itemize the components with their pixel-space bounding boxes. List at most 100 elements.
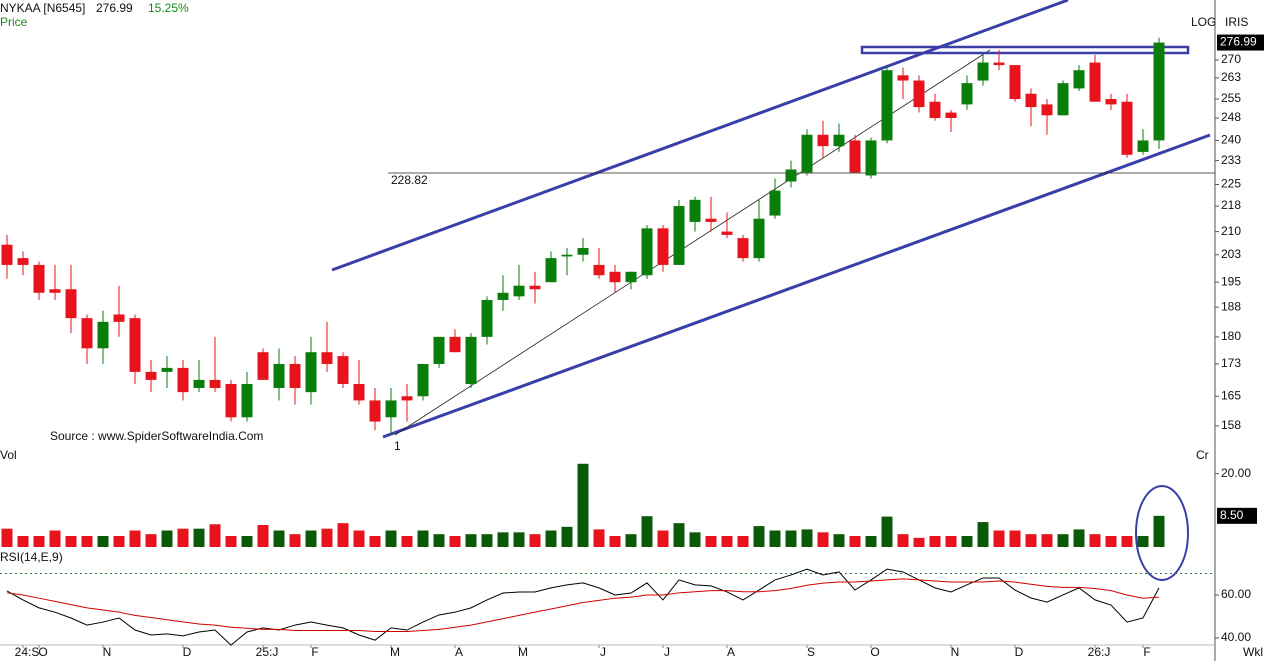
y-tick-label: 225 — [1221, 177, 1241, 191]
x-tick-label: F — [1143, 645, 1150, 659]
y-tick-label: 180 — [1221, 329, 1241, 343]
candle-body — [865, 140, 877, 176]
volume-bar — [1121, 536, 1133, 547]
candle-body — [145, 371, 157, 380]
x-tick-label: N — [951, 645, 960, 659]
volume-bar — [113, 536, 125, 547]
volume-bar — [769, 530, 781, 547]
source: Source : www.SpiderSoftwareIndia.Com — [50, 429, 263, 443]
candle-body — [1073, 70, 1085, 89]
candle-body — [353, 383, 365, 401]
y-tick-label: 20.00 — [1221, 466, 1251, 480]
volume-bar — [1009, 530, 1021, 547]
volume-bar — [1041, 534, 1053, 547]
y-tick-label: 40.00 — [1221, 630, 1251, 644]
volume-bar — [177, 528, 189, 547]
volume-bar — [801, 529, 813, 547]
x-tick-label: M — [390, 645, 400, 659]
candle-body — [161, 367, 173, 372]
volume-bar — [209, 524, 221, 547]
volume-bar — [849, 536, 861, 547]
candle-body — [657, 228, 669, 265]
volume-bar — [833, 534, 845, 547]
volume-bar — [961, 536, 973, 547]
volume-bar — [257, 525, 269, 547]
volume-bar — [33, 536, 45, 547]
volume-bar — [273, 530, 285, 547]
candle-body — [273, 363, 285, 389]
volume-bar — [289, 534, 301, 547]
volume-tag: 8.50 — [1220, 508, 1244, 522]
volume-bar — [81, 536, 93, 547]
volume-bar — [481, 534, 493, 547]
candle-body — [769, 190, 781, 216]
level-label: 228.82 — [391, 173, 428, 187]
x-tick-label: D — [1015, 645, 1024, 659]
volume-bar — [129, 530, 141, 547]
volume-bar — [337, 523, 349, 547]
volume-bar — [433, 534, 445, 547]
candle-body — [1105, 99, 1117, 105]
volume-bar — [241, 536, 253, 547]
volume-bar — [1, 528, 13, 547]
volume-bar — [145, 534, 157, 547]
volume-bar — [1025, 534, 1037, 547]
x-tick-label: A — [455, 645, 463, 659]
candle-body — [513, 285, 525, 297]
candle-body — [209, 379, 221, 389]
volume-bar — [609, 536, 621, 547]
y-tick-label: 210 — [1221, 224, 1241, 238]
candle-body — [465, 336, 477, 384]
volume-bar — [17, 536, 29, 547]
candle-body — [97, 321, 109, 349]
rsi-line — [6, 568, 1160, 646]
last-price: 276.99 — [96, 1, 133, 15]
y-tick-label: 158 — [1221, 418, 1241, 432]
volume-bar — [721, 536, 733, 547]
theme-label: IRIS — [1225, 15, 1248, 29]
x-tick-label: J — [600, 645, 606, 659]
candle-body — [241, 383, 253, 418]
channel-upper — [331, 0, 1069, 272]
x-tick-label: F — [311, 645, 318, 659]
candle-body — [609, 271, 621, 283]
candle-body — [1041, 104, 1053, 116]
candle-body — [529, 285, 541, 290]
volume-bar — [513, 532, 525, 547]
y-tick-label: 248 — [1221, 110, 1241, 124]
volume-bar — [465, 534, 477, 547]
candle-body — [1, 244, 13, 265]
candle-body — [289, 363, 301, 389]
volume-bar — [1137, 536, 1149, 547]
candle-body — [753, 218, 765, 259]
volume-bar — [385, 530, 397, 547]
candle-body — [1025, 93, 1037, 108]
volume-bar — [641, 516, 653, 547]
y-tick-label: 218 — [1221, 198, 1241, 212]
candle-body — [1153, 42, 1165, 141]
volume-bar — [561, 526, 573, 547]
volume-bar — [945, 536, 957, 547]
volume-bar — [1089, 534, 1101, 547]
volume-tag-box — [1217, 507, 1257, 524]
y-tick-label: 240 — [1221, 133, 1241, 147]
point-label: 1 — [394, 439, 401, 453]
candle-body — [177, 367, 189, 393]
volume-bar — [977, 522, 989, 547]
volume-highlight — [1135, 485, 1189, 581]
channel-lower — [382, 133, 1211, 439]
volume-bar — [401, 536, 413, 547]
y-tick-label: 233 — [1221, 153, 1241, 167]
rsi-line — [6, 578, 1160, 633]
rsi-title: RSI(14,E,9) — [0, 550, 63, 564]
candle-body — [801, 134, 813, 173]
candle-body — [81, 318, 93, 349]
candle-body — [1057, 83, 1069, 116]
candle-body — [993, 62, 1005, 66]
volume-bar — [1057, 534, 1069, 547]
candle-body — [1009, 65, 1021, 100]
candle-body — [897, 75, 909, 81]
volume-bar — [305, 530, 317, 547]
volume-bar — [705, 536, 717, 547]
